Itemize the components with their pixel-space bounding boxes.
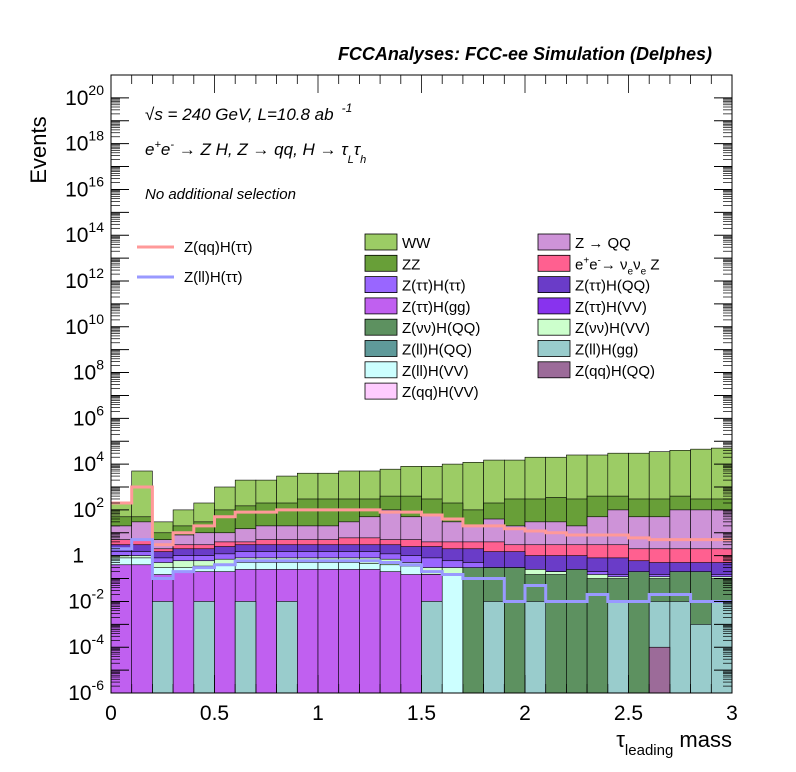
y-tick-label: 1018: [65, 128, 104, 156]
y-tick-label: 1014: [65, 219, 104, 247]
bar-z-h-qq-bin-22: [566, 569, 588, 694]
x-axis: 0 0.5 1 1.5 2 2.5 3: [105, 75, 738, 725]
y-tick-label: 10-4: [68, 631, 104, 659]
legend-label: Z(νν)H(VV): [575, 320, 650, 337]
x-tick-label: 1: [312, 702, 324, 725]
legend-label: Z(ll)H(QQ): [402, 342, 472, 359]
bar-z-h-gg-bin-5: [214, 571, 236, 694]
legend-label: Z(qq)H(QQ): [575, 363, 655, 380]
bar-z-ll-h-gg-bin-15: [421, 601, 443, 694]
legend-swatch-ww: [364, 233, 398, 251]
signal-line-z-ll-h: [111, 538, 732, 603]
x-axis-label: τleading mass: [616, 727, 732, 759]
bar-z-ll-h-vv-bin-16: [441, 574, 464, 694]
y-tick-label: 1016: [65, 173, 104, 201]
x-tick-label: 0: [105, 702, 117, 725]
legend-label: Z(ττ)H(QQ): [575, 278, 650, 295]
signal-lines: [111, 485, 732, 603]
legend-label: ZZ: [402, 256, 420, 273]
legend-label: Z(νν)H(QQ): [402, 320, 480, 337]
legend-label: Z(ττ)H(ττ): [402, 278, 466, 295]
bar-z-h-qq-bin-19: [503, 567, 526, 694]
y-tick-label: 1020: [65, 82, 104, 110]
x-tick-label: 0.5: [200, 702, 229, 725]
legend-swatch-z-qq: [537, 233, 571, 251]
legend-label: Z(ll)H(VV): [402, 363, 469, 380]
legend-label: Z → QQ: [575, 235, 631, 252]
legend-swatch-z-h-qq: [364, 318, 398, 336]
x-tick-label: 3: [726, 702, 738, 725]
bar-z-ll-h-gg-bin-8: [276, 601, 298, 694]
legend-swatch-zz: [364, 254, 398, 272]
legend: Z(qq)H(ττ) Z(ll)H(ττ) WW ZZ Z(ττ)H(ττ) Z(ττ)H…: [137, 233, 660, 401]
legend-swatch-z-qq-h-qq: [537, 361, 571, 379]
legend-swatch-z-h-vv: [537, 297, 571, 315]
legend-label: Z(qq)H(VV): [402, 384, 479, 401]
bar-z-h-gg-bin-3: [172, 571, 195, 694]
legend-label: e+e-→ νeνe Z: [575, 255, 660, 277]
process-annotation: e+e- → Z H, Z → qq, H → τLτh: [145, 139, 366, 166]
legend-swatch-z-h-vv: [537, 318, 571, 336]
y-tick-label: 10-6: [68, 677, 104, 705]
legend-swatch-z-ll-h-gg: [537, 340, 571, 357]
signal-line-z-qq-h: [111, 485, 732, 547]
legend-label: Z(ττ)H(gg): [402, 299, 471, 316]
bar-z-h-gg-bin-1: [131, 564, 153, 694]
legend-swatch-z-ll-h-qq: [364, 340, 398, 357]
bar-z-ll-h-gg-bin-18: [483, 601, 505, 694]
bar-z-ll-h-gg-bin-6: [234, 601, 257, 694]
legend-swatch-e-e-e-e-z: [537, 254, 571, 272]
bar-z-h-qq-bin-17: [462, 567, 484, 694]
bar-z-h-gg-bin-12: [359, 569, 381, 694]
legend-label: Z(ll)H(gg): [575, 342, 638, 359]
y-tick-label: 1010: [65, 311, 104, 339]
bar-z-h-gg-bin-7: [255, 569, 277, 694]
y-tick-label: 108: [73, 357, 104, 385]
x-tick-label: 1.5: [407, 702, 436, 725]
y-tick-label: 104: [73, 448, 104, 476]
bar-z-ll-h-gg-bin-27: [669, 601, 691, 694]
y-tick-label: 102: [73, 494, 104, 522]
bar-z-h-gg-bin-14: [400, 574, 422, 694]
bar-z-ll-h-gg-bin-4: [193, 601, 215, 694]
bar-z-ll-h-gg-bin-28: [690, 624, 712, 694]
energy-annotation: √s = 240 GeV, L=10.8 ab -1: [145, 101, 352, 124]
bar-z-ll-h-gg-bin-2: [152, 601, 174, 694]
legend-swatch-z-h: [364, 276, 398, 294]
y-tick-label: 1012: [65, 265, 104, 293]
y-tick-label: 1: [72, 545, 84, 568]
legend-swatch-z-h-qq: [537, 276, 571, 294]
legend-label: WW: [402, 235, 431, 252]
bar-z-h-qq-bin-21: [545, 574, 567, 694]
selection-annotation: No additional selection: [145, 186, 296, 203]
bar-z-h-gg-bin-11: [338, 569, 360, 694]
x-tick-label: 2.5: [614, 702, 643, 725]
legend-swatch-z-qq-h-vv: [364, 382, 398, 400]
y-axis: 10-6 10-4 10-2 1 102 104 106 108 1010 1012 1014 101…: [65, 82, 732, 705]
bar-z-h-gg-bin-13: [379, 571, 402, 694]
y-tick-label: 10-2: [68, 585, 104, 613]
legend-label: Z(qq)H(ττ): [184, 239, 253, 256]
x-tick-label: 2: [519, 702, 531, 725]
legend-swatch-z-ll-h-vv: [364, 361, 398, 379]
legend-swatch-z-h-gg: [364, 297, 398, 315]
y-tick-label: 106: [73, 402, 104, 430]
plot-header: FCCAnalyses: FCC-ee Simulation (Delphes): [338, 44, 712, 64]
y-axis-label: Events: [26, 116, 51, 183]
bar-z-h-gg-bin-10: [317, 569, 340, 694]
legend-label: Z(ll)H(ττ): [184, 269, 243, 286]
bar-z-ll-h-gg-bin-20: [524, 601, 547, 694]
histogram-bars: [110, 447, 733, 694]
bar-z-ll-h-gg-bin-24: [607, 601, 629, 694]
legend-label: Z(ττ)H(VV): [575, 299, 647, 316]
bar-z-h-qq-bin-25: [628, 571, 650, 694]
bar-z-h-gg-bin-9: [296, 569, 319, 694]
bar-z-qq-h-qq-bin-26: [648, 646, 671, 694]
